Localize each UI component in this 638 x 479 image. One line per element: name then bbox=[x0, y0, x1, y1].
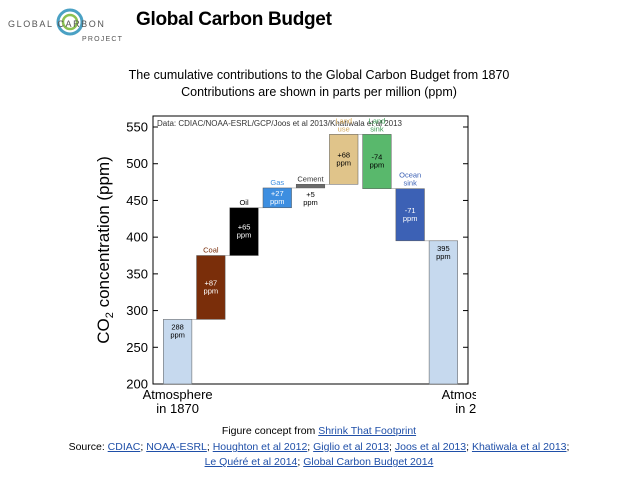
y-tick-label: 300 bbox=[126, 303, 148, 318]
subtitle-line-1: The cumulative contributions to the Glob… bbox=[128, 68, 510, 82]
bar-value-label: +68 bbox=[337, 150, 350, 159]
bar-category-label: Gas bbox=[270, 178, 284, 187]
logo-text-2: PROJECT bbox=[82, 36, 123, 43]
source-link-global-carbon-budget[interactable]: Global Carbon Budget 2014 bbox=[303, 456, 434, 468]
bar-value-label: +27 bbox=[271, 189, 284, 198]
sources-line-1: Source: CDIAC; NOAA-ESRL; Houghton et al… bbox=[68, 441, 570, 453]
bar-coal bbox=[196, 255, 226, 320]
bar-land-use bbox=[329, 134, 359, 185]
bar-value-label: ppm bbox=[370, 161, 385, 170]
bar-atmosphere-0 bbox=[163, 319, 193, 385]
data-source-label: Data: CDIAC/NOAA-ESRL/GCP/Joos et al 201… bbox=[157, 119, 403, 128]
bar-value-label: ppm bbox=[204, 286, 219, 295]
x-axis-label-line2: in 2013 bbox=[455, 401, 476, 416]
bar-value-label: +65 bbox=[238, 223, 251, 232]
shrink-that-footprint-link[interactable]: Shrink That Footprint bbox=[318, 425, 417, 437]
bar-value-label: ppm bbox=[436, 252, 451, 261]
page-title: Global Carbon Budget bbox=[136, 9, 332, 30]
bar-value-label: ppm bbox=[303, 198, 318, 207]
y-axis-label: CO2 concentration (ppm) bbox=[96, 156, 116, 344]
figure-concept-line: Figure concept from Shrink That Footprin… bbox=[0, 424, 638, 439]
y-tick-label: 350 bbox=[126, 266, 148, 281]
bar-atmosphere-8 bbox=[428, 240, 458, 385]
bar-value-label: 288 bbox=[171, 322, 184, 331]
bar-category-label: sink bbox=[370, 124, 384, 133]
x-axis-label: Atmosphere bbox=[442, 387, 476, 402]
subtitle-line-2: Contributions are shown in parts per mil… bbox=[181, 85, 457, 99]
bar-gas bbox=[262, 187, 292, 209]
y-tick-label: 400 bbox=[126, 230, 148, 245]
logo-text-1: GLOBAL CARBON bbox=[8, 19, 106, 29]
y-tick-label: 550 bbox=[126, 120, 148, 135]
bar-category-label: Ocean bbox=[399, 171, 421, 180]
y-tick-label: 500 bbox=[126, 156, 148, 171]
bar-value-label: ppm bbox=[270, 197, 285, 206]
y-tick-label: 250 bbox=[126, 340, 148, 355]
source-link-giglio[interactable]: Giglio et al 2013 bbox=[313, 441, 390, 453]
source-link-cdiac[interactable]: CDIAC bbox=[107, 441, 141, 453]
source-link-noaa-esrl[interactable]: NOAA-ESRL bbox=[146, 441, 207, 453]
x-axis-label: Atmosphere bbox=[143, 387, 213, 402]
bar-value-label: +5 bbox=[306, 190, 315, 199]
bar-category-label: sink bbox=[403, 179, 417, 188]
source-link-joos[interactable]: Joos et al 2013 bbox=[394, 441, 467, 453]
bar-value-label: +87 bbox=[204, 278, 217, 287]
bar-value-label: ppm bbox=[237, 231, 252, 240]
y-tick-label: 450 bbox=[126, 193, 148, 208]
bar-oil bbox=[229, 207, 259, 256]
bar-category-label: Cement bbox=[297, 174, 324, 183]
y-tick-label: 200 bbox=[126, 377, 148, 392]
source-link-le-quere[interactable]: Le Quéré et al 2014 bbox=[204, 456, 298, 468]
bar-value-label: ppm bbox=[336, 158, 351, 167]
source-prefix: Source: bbox=[68, 441, 108, 453]
concept-prefix: Figure concept from bbox=[221, 425, 319, 437]
plot-frame bbox=[152, 115, 469, 385]
bar-category-label: Land bbox=[369, 116, 386, 125]
x-axis-label-line2: in 1870 bbox=[156, 401, 199, 416]
bar-cement bbox=[295, 184, 326, 189]
bar-ocean-sink bbox=[395, 188, 425, 242]
waterfall-chart: Data: CDIAC/NOAA-ESRL/GCP/Joos et al 201… bbox=[96, 115, 476, 416]
bar-category-label: Oil bbox=[239, 198, 249, 207]
bar-value-label: -74 bbox=[372, 153, 383, 162]
bar-value-label: ppm bbox=[170, 330, 185, 339]
bar-category-label: Coal bbox=[203, 246, 219, 255]
global-carbon-project-logo: GLOBAL CARBON PROJECT bbox=[8, 6, 128, 46]
bar-category-label: Land bbox=[335, 116, 352, 125]
source-link-houghton[interactable]: Houghton et al 2012 bbox=[212, 441, 308, 453]
bar-value-label: -71 bbox=[405, 206, 416, 215]
bar-value-label: 395 bbox=[437, 244, 450, 253]
bar-value-label: ppm bbox=[403, 214, 418, 223]
source-link-khatiwala[interactable]: Khatiwala et al 2013 bbox=[471, 441, 567, 453]
sources-line-2: Le Quéré et al 2014; Global Carbon Budge… bbox=[204, 456, 434, 468]
bar-land-sink bbox=[362, 134, 392, 189]
bar-category-label: use bbox=[338, 124, 350, 133]
